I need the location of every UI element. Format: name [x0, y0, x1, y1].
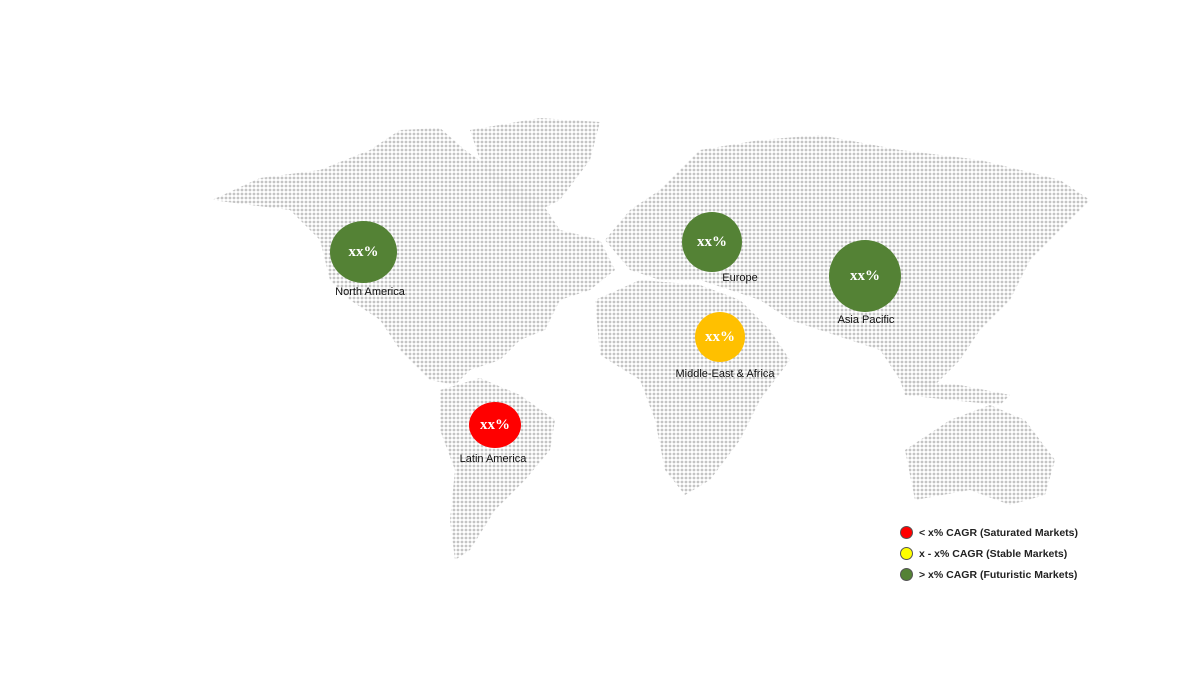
indonesia-shape [900, 380, 1010, 405]
region-value: xx% [348, 243, 379, 260]
region-bubble-north-america: xx% [330, 221, 397, 283]
region-bubble-latin-america: xx% [469, 402, 521, 448]
region-label-latin-america: Latin America [459, 453, 527, 465]
legend-label: > x% CAGR (Futuristic Markets) [919, 568, 1078, 581]
greenland-shape [470, 118, 600, 215]
region-value: xx% [480, 416, 510, 433]
red-dot-icon [900, 526, 913, 539]
yellow-dot-icon [900, 547, 913, 560]
region-value: xx% [705, 328, 735, 345]
africa-shape [595, 280, 790, 495]
legend-item-saturated: < x% CAGR (Saturated Markets) [900, 522, 1078, 543]
legend-item-stable: x - x% CAGR (Stable Markets) [900, 543, 1078, 564]
region-label-north-america: North America [335, 286, 405, 298]
region-bubble-middle-east-africa: xx% [695, 312, 745, 362]
region-label-europe: Europe [722, 272, 758, 284]
legend-item-futuristic: > x% CAGR (Futuristic Markets) [900, 564, 1078, 585]
region-bubble-asia-pacific: xx% [829, 240, 901, 312]
australia-shape [905, 405, 1055, 505]
legend-label: < x% CAGR (Saturated Markets) [919, 526, 1079, 539]
region-value: xx% [697, 233, 727, 250]
region-label-middle-east-africa: Middle-East & Africa [675, 368, 775, 380]
south-america-shape [440, 378, 555, 560]
legend: < x% CAGR (Saturated Markets) x - x% CAG… [900, 522, 1078, 585]
region-label-asia-pacific: Asia Pacific [837, 314, 895, 326]
green-dot-icon [900, 568, 913, 581]
legend-label: x - x% CAGR (Stable Markets) [919, 547, 1068, 560]
region-value: xx% [850, 267, 880, 284]
region-bubble-europe: xx% [682, 212, 742, 272]
